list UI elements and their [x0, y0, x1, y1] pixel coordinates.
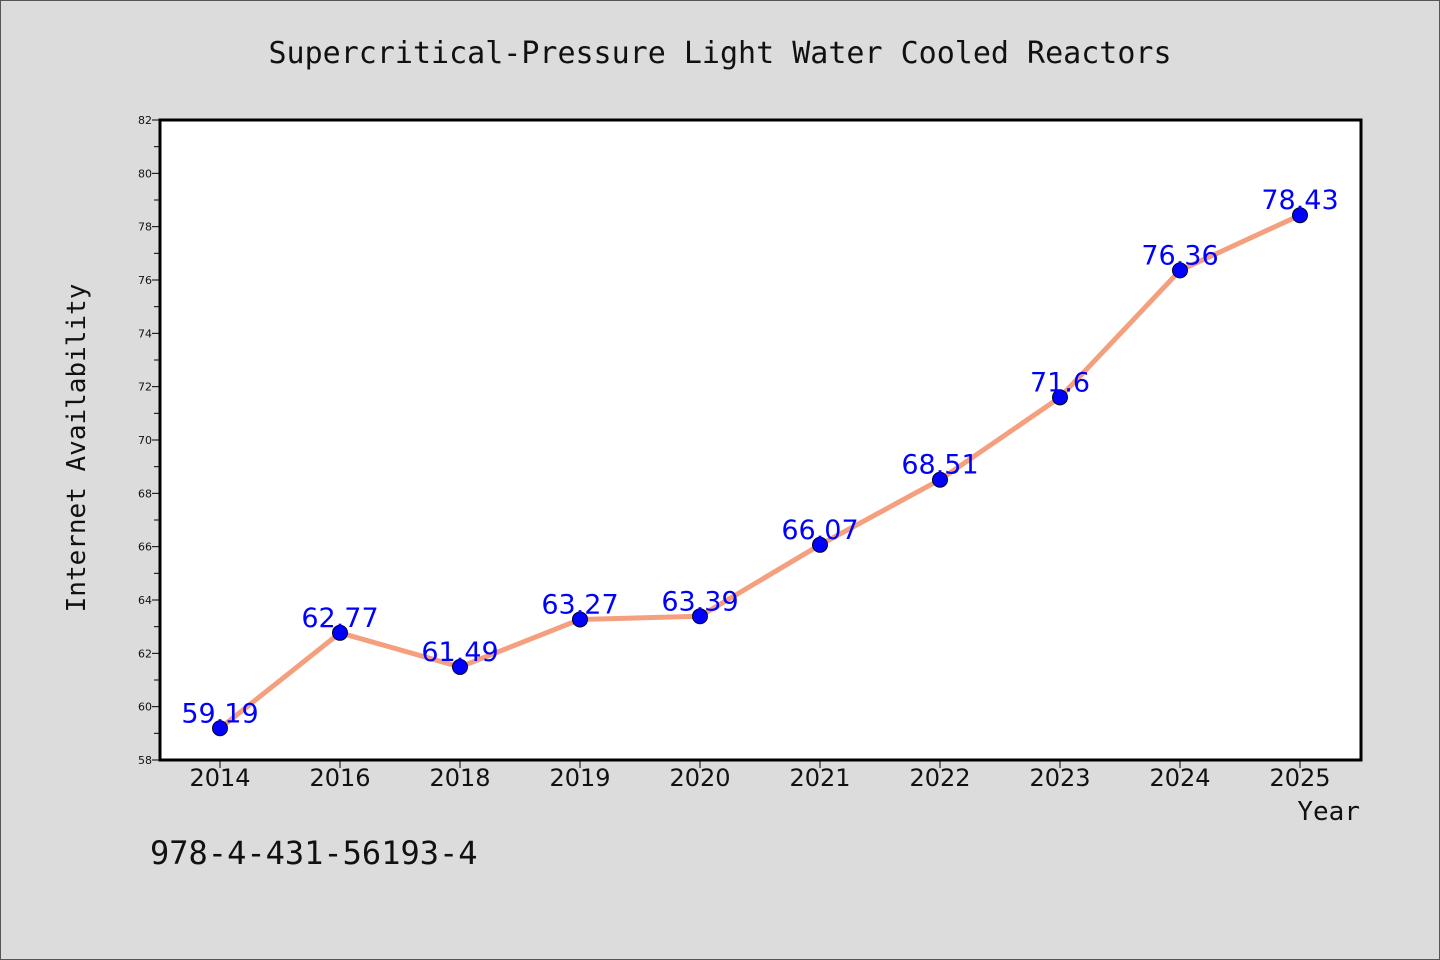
x-tick-label: 2022: [909, 764, 970, 792]
series-group: 59.19 62.77 61.49 63.27 63.39 66.07 68.51 71.6 7…: [181, 185, 1339, 737]
data-label: 76.36: [1141, 240, 1218, 271]
data-point: [1172, 262, 1188, 279]
data-label: 61.49: [421, 637, 498, 668]
x-tick-label: 2025: [1269, 764, 1330, 792]
data-point: [332, 624, 348, 641]
y-tick-label: 64: [138, 594, 152, 607]
chart-title: Supercritical-Pressure Light Water Coole…: [268, 36, 1171, 71]
y-tick-label: 70: [138, 434, 152, 447]
data-point: [452, 658, 468, 675]
data-point: [692, 608, 708, 625]
y-tick-label: 72: [138, 381, 152, 394]
y-tick-label: 60: [138, 701, 152, 714]
y-tick-label: 68: [138, 487, 152, 500]
y-axis: 58 60 62 64 66 68 70 72 74 76 78 80 82: [138, 114, 160, 767]
data-point: [932, 471, 948, 488]
x-tick-label: 2018: [429, 764, 490, 792]
data-point: [1052, 389, 1068, 406]
data-label: 78.43: [1261, 185, 1338, 216]
data-point: [212, 720, 228, 737]
data-label: 63.39: [661, 586, 738, 617]
series-line: [217, 212, 1303, 731]
plot-area: [158, 118, 1363, 762]
isbn-text: 978-4-431-56193-4: [150, 834, 478, 872]
data-label: 71.6: [1030, 367, 1090, 398]
x-tick-label: 2019: [549, 764, 610, 792]
x-tick-label: 2014: [189, 764, 250, 792]
y-tick-label: 76: [138, 274, 152, 287]
data-label: 68.51: [901, 450, 978, 481]
data-label: 63.27: [541, 589, 618, 620]
y-tick-label: 58: [138, 754, 152, 767]
y-tick-label: 78: [138, 221, 152, 234]
x-tick-label: 2020: [669, 764, 730, 792]
y-tick-label: 82: [138, 114, 152, 127]
data-point: [572, 611, 588, 628]
data-label: 62.77: [301, 603, 378, 634]
x-tick-label: 2021: [789, 764, 850, 792]
x-axis: 2014 2016 2018 2019 2020 2021 2022 2023 2024 2025: [189, 760, 1331, 792]
y-tick-label: 80: [138, 167, 152, 180]
data-point: [1292, 207, 1308, 224]
x-tick-label: 2016: [309, 764, 370, 792]
y-tick-label: 74: [138, 327, 152, 340]
data-label: 66.07: [781, 515, 858, 546]
y-tick-label: 66: [138, 541, 152, 554]
x-tick-label: 2024: [1149, 764, 1210, 792]
x-axis-label: Year: [1297, 797, 1360, 827]
data-label: 59.19: [181, 698, 258, 729]
x-tick-label: 2023: [1029, 764, 1090, 792]
y-axis-label: Internet Availability: [62, 284, 92, 613]
data-point: [812, 536, 828, 553]
y-tick-label: 62: [138, 647, 152, 660]
